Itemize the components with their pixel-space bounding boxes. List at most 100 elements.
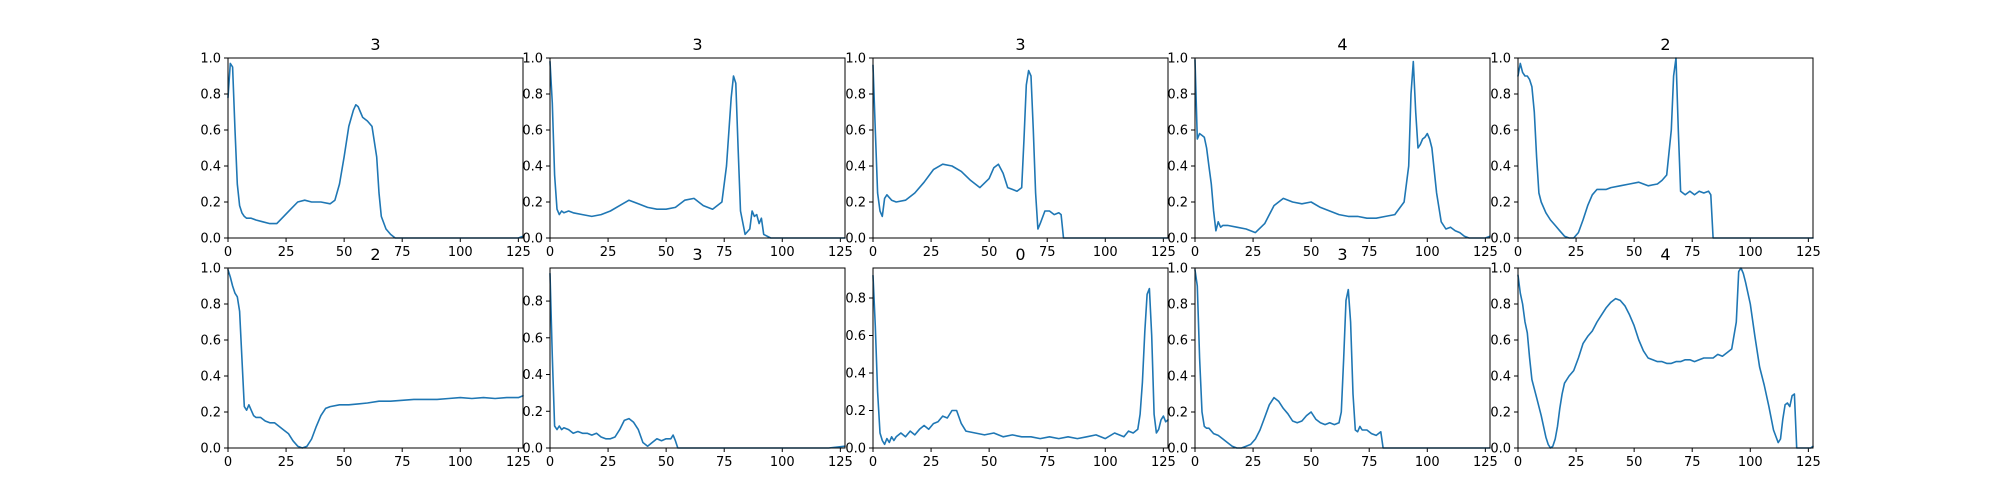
- subplot-9: 30.00.20.40.60.81.00 25 50 75 100 125: [1167, 245, 1497, 470]
- x-tick-label: 75: [394, 455, 411, 470]
- subplot-7: 3 0.0 0.2 0.4 0.6 0.8 0 25 50 75 100 125: [522, 245, 852, 470]
- x-tick-label: 100: [1738, 245, 1763, 260]
- subplot-1: 3 0.0 0.2 0.4 0.6 0.8 1.0 0 25 50 75 100 125: [200, 35, 530, 260]
- x-tick-label: 25: [1568, 245, 1585, 260]
- plot-frame: [227, 57, 524, 239]
- y-tick-label: 0.0: [1167, 232, 1188, 247]
- x-tick-label: 50: [336, 455, 353, 470]
- y-tick-label: 0.0: [1490, 442, 1511, 457]
- x-tick-label: 75: [1361, 245, 1378, 260]
- subplot-8: 00.00.20.40.60.80 25 50 75 100 125: [845, 245, 1175, 470]
- subplot-title: 4: [1660, 245, 1670, 264]
- y-tick-label: 0.4: [845, 367, 866, 382]
- series-line: [1517, 267, 1814, 449]
- subplot-title: 2: [370, 245, 380, 264]
- plot-frame: [1517, 57, 1814, 239]
- x-tick-label: 75: [1039, 245, 1056, 260]
- y-tick-label: 0.0: [845, 442, 866, 457]
- x-tick-label: 25: [278, 455, 295, 470]
- x-tick-label: 125: [1796, 245, 1821, 260]
- x-tick-label: 0: [1514, 455, 1522, 470]
- y-tick-label: 0.8: [522, 295, 543, 310]
- y-tick-label: 0.0: [200, 232, 221, 247]
- subplot-3: 3 0.0 0.2 0.4 0.6 0.8 1.0 0 25 50 75 100 125: [845, 35, 1175, 260]
- x-tick-label: 25: [600, 245, 617, 260]
- y-tick-label: 0.2: [845, 196, 866, 211]
- y-tick-label: 0.4: [845, 160, 866, 175]
- x-tick-label: 0: [546, 245, 554, 260]
- plot-frame: [872, 57, 1169, 239]
- y-tick-label: 0.6: [845, 124, 866, 139]
- subplot-title: 0: [1015, 245, 1025, 264]
- y-tick-label: 0.0: [522, 232, 543, 247]
- y-tick-label: 0.2: [1490, 406, 1511, 421]
- plot-frame: [872, 267, 1169, 449]
- plot-frame: [227, 267, 524, 449]
- x-tick-label: 75: [716, 245, 733, 260]
- x-tick-label: 50: [1626, 245, 1643, 260]
- x-tick-label: 0: [224, 245, 232, 260]
- x-tick-label: 125: [828, 245, 853, 260]
- x-tick-label: 100: [1093, 245, 1118, 260]
- subplot-title: 3: [692, 35, 702, 54]
- y-tick-label: 0.2: [200, 196, 221, 211]
- y-tick-label: 0.6: [200, 124, 221, 139]
- subplot-6: 20.00.20.40.60.81.00 25 50 75 100 125: [200, 245, 530, 470]
- y-tick-label: 0.2: [200, 406, 221, 421]
- series-line: [1194, 58, 1491, 239]
- series-line: [1194, 268, 1491, 449]
- x-tick-label: 125: [828, 455, 853, 470]
- series-line: [227, 62, 524, 239]
- x-tick-label: 75: [394, 245, 411, 260]
- x-tick-label: 0: [546, 455, 554, 470]
- y-tick-label: 0.4: [200, 160, 221, 175]
- subplot-title: 2: [1660, 35, 1670, 54]
- x-tick-label: 75: [1684, 245, 1701, 260]
- y-tick-label: 0.6: [522, 331, 543, 346]
- y-tick-label: 0.6: [845, 329, 866, 344]
- y-tick-label: 0.2: [845, 404, 866, 419]
- subplot-title: 3: [370, 35, 380, 54]
- x-tick-label: 0: [224, 455, 232, 470]
- y-tick-label: 1.0: [200, 52, 221, 67]
- x-tick-label: 25: [600, 455, 617, 470]
- x-tick-label: 50: [658, 455, 675, 470]
- plot-frame: [1517, 267, 1814, 449]
- x-tick-label: 50: [981, 455, 998, 470]
- subplot-10: 40.00.20.40.60.81.00 25 50 75 100 125: [1490, 245, 1820, 470]
- x-tick-label: 75: [1039, 455, 1056, 470]
- y-tick-label: 0.2: [1167, 196, 1188, 211]
- x-tick-label: 25: [1568, 455, 1585, 470]
- subplot-title: 3: [1337, 245, 1347, 264]
- subplot-title: 4: [1337, 35, 1347, 54]
- subplot-4: 4 0.0 0.2 0.4 0.6 0.8 1.0 0 25 50 75 100 125: [1167, 35, 1497, 260]
- x-tick-label: 125: [1473, 455, 1498, 470]
- x-tick-label: 50: [1303, 245, 1320, 260]
- y-tick-label: 0.8: [200, 88, 221, 103]
- y-tick-label: 1.0: [845, 52, 866, 67]
- y-tick-label: 0.8: [522, 88, 543, 103]
- y-tick-label: 0.8: [200, 298, 221, 313]
- y-tick-label: 0.0: [200, 442, 221, 457]
- y-tick-label: 0.6: [1490, 124, 1511, 139]
- subplot-5: 2 0.0 0.2 0.4 0.6 0.8 1.0 0 25 50 75 100 125: [1490, 35, 1820, 260]
- x-tick-label: 50: [336, 245, 353, 260]
- y-tick-label: 0.6: [522, 124, 543, 139]
- x-tick-label: 50: [658, 245, 675, 260]
- x-tick-label: 25: [923, 455, 940, 470]
- plot-frame: [1194, 57, 1491, 239]
- y-tick-label: 0.0: [845, 232, 866, 247]
- x-tick-label: 125: [506, 245, 531, 260]
- y-tick-label: 0.4: [200, 370, 221, 385]
- y-tick-label: 0.8: [1167, 298, 1188, 313]
- x-tick-label: 100: [1415, 455, 1440, 470]
- y-tick-label: 0.4: [522, 160, 543, 175]
- x-tick-label: 100: [448, 455, 473, 470]
- plot-frame: [549, 57, 846, 239]
- y-tick-label: 0.4: [1490, 160, 1511, 175]
- y-tick-label: 1.0: [522, 52, 543, 67]
- y-tick-label: 1.0: [1167, 52, 1188, 67]
- x-tick-label: 100: [1093, 455, 1118, 470]
- series-line: [1517, 57, 1814, 239]
- subplot-title: 3: [1015, 35, 1025, 54]
